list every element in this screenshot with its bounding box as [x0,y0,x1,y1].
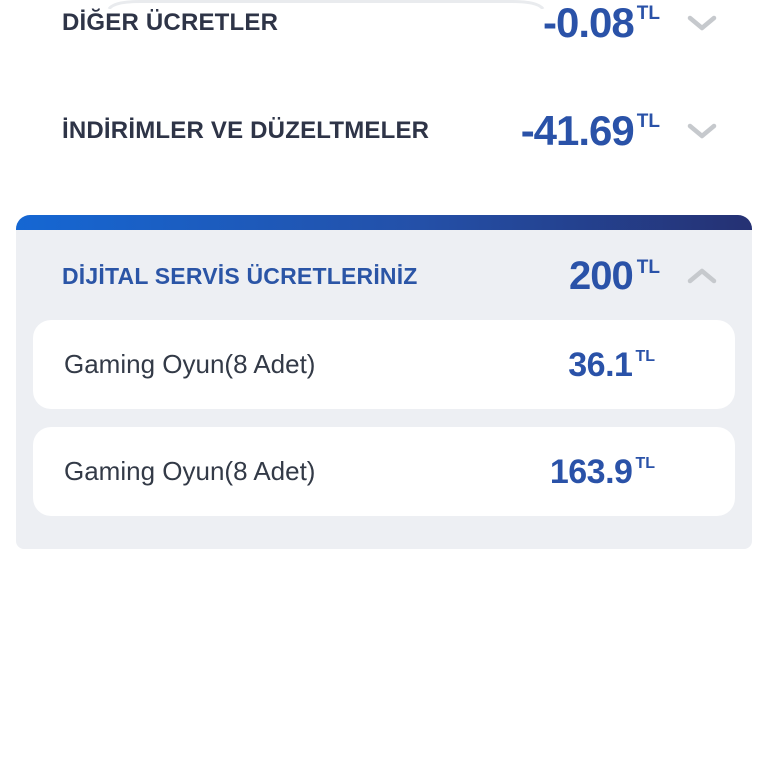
currency-label: TL [636,3,660,24]
amount-value: 163.9 [549,452,633,491]
amount-value: -0.08 [543,0,635,46]
service-item-label: Gaming Oyun(8 Adet) [64,456,316,486]
currency-label: TL [636,257,660,278]
currency-label: TL [636,111,660,132]
amount-value: 36.1 [568,345,633,384]
accordion-row-discounts[interactable]: İNDİRİMLER VE DÜZELTMELER -41.69 TL [0,108,768,154]
row-label: İNDİRİMLER VE DÜZELTMELER [62,117,430,144]
row-label: DİĞER ÜCRETLER [62,9,279,36]
service-item-amount: 36.1 TL [568,348,655,382]
row-amount: -0.08 TL [543,2,660,44]
section-amount: 200 TL [569,256,660,296]
chevron-up-icon[interactable] [686,266,718,286]
card-accent-bar [16,215,752,230]
card-body: DİJİTAL SERVİS ÜCRETLERİNİZ 200 TL Gaming… [16,230,752,549]
service-item-row: Gaming Oyun(8 Adet) 36.1 TL [33,320,735,409]
section-title: DİJİTAL SERVİS ÜCRETLERİNİZ [62,262,418,289]
currency-label: TL [635,454,655,472]
currency-label: TL [635,347,655,365]
service-item-amount: 163.9 TL [550,455,655,489]
accordion-row-digital-services[interactable]: DİJİTAL SERVİS ÜCRETLERİNİZ 200 TL [16,230,752,320]
digital-services-card: DİJİTAL SERVİS ÜCRETLERİNİZ 200 TL Gaming… [16,215,752,549]
accordion-row-other-fees[interactable]: DİĞER ÜCRETLER -0.08 TL [0,0,768,46]
service-item-row: Gaming Oyun(8 Adet) 163.9 TL [33,427,735,516]
chevron-down-icon[interactable] [686,13,718,33]
billing-detail-screen: DİĞER ÜCRETLER -0.08 TL İNDİRİMLER VE DÜZ… [0,0,768,549]
row-amount: -41.69 TL [521,110,660,152]
chevron-down-icon[interactable] [686,121,718,141]
amount-value: 200 [569,254,634,298]
service-item-label: Gaming Oyun(8 Adet) [64,349,316,379]
amount-value: -41.69 [520,107,635,154]
